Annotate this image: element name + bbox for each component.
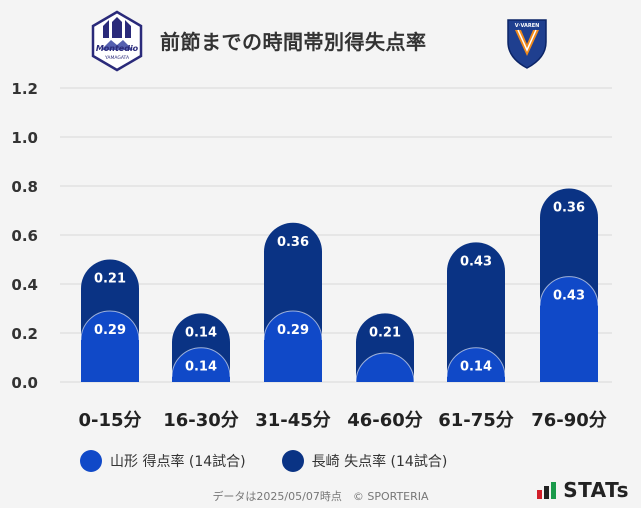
legend-item-yamagata: 山形 得点率 (14試合) xyxy=(80,450,246,472)
y-tick-label: 0.0 xyxy=(11,374,38,392)
bar-yamagata-edge xyxy=(355,352,415,383)
legend-label-yamagata: 山形 得点率 (14試合) xyxy=(110,454,246,470)
legend: 山形 得点率 (14試合) 長崎 失点率 (14試合) xyxy=(80,450,483,472)
bar-yamagata-edge xyxy=(80,310,140,340)
data-label-nagasaki: 0.14 xyxy=(185,325,217,340)
y-tick-label: 0.4 xyxy=(11,276,38,294)
v-varen-nagasaki-crest-icon: V·VAREN xyxy=(507,19,547,69)
x-tick-label: 61-75分 xyxy=(438,410,514,431)
data-label-yamagata: 0.14 xyxy=(185,360,217,375)
bar-yamagata xyxy=(540,276,598,382)
bar-yamagata-edge xyxy=(446,347,506,377)
bar-yamagata-edge xyxy=(171,347,231,377)
bar-yamagata-edge xyxy=(539,276,599,306)
svg-text:V·VAREN: V·VAREN xyxy=(515,23,540,29)
data-label-yamagata: 0.14 xyxy=(460,360,492,375)
data-label-nagasaki: 0.21 xyxy=(94,272,126,287)
bar-yamagata-edge xyxy=(263,310,323,340)
bar-yamagata xyxy=(447,347,505,382)
page-title: 前節までの時間帯別得失点率 xyxy=(160,30,427,54)
data-label-nagasaki: 0.36 xyxy=(553,200,585,215)
footer-note: データは2025/05/07時点 © SPORTERIA xyxy=(212,490,429,503)
data-label-yamagata: 0.29 xyxy=(94,323,126,338)
montedio-yamagata-crest-icon: Montedio YAMAGATA xyxy=(91,10,143,72)
legend-swatch-yamagata xyxy=(80,450,102,472)
x-tick-label: 0-15分 xyxy=(78,410,141,431)
y-tick-label: 0.8 xyxy=(11,178,38,196)
legend-swatch-nagasaki xyxy=(281,450,304,472)
y-tick-label: 1.0 xyxy=(11,129,38,147)
bar-yamagata xyxy=(81,310,139,382)
brand-text: STATs xyxy=(563,478,629,502)
x-tick-label: 46-60分 xyxy=(347,410,423,431)
data-label-yamagata: 0.29 xyxy=(277,323,309,338)
y-tick-label: 0.6 xyxy=(11,227,38,245)
legend-label-nagasaki: 長崎 失点率 (14試合) xyxy=(311,454,448,470)
x-tick-label: 16-30分 xyxy=(163,410,239,431)
x-tick-label: 76-90分 xyxy=(531,410,607,431)
bar-yamagata xyxy=(356,353,414,382)
stats-brand: STATs xyxy=(537,478,629,502)
bar-nagasaki xyxy=(447,242,505,382)
stats-logo-icon xyxy=(537,482,557,499)
y-tick-label: 1.2 xyxy=(11,80,38,98)
data-label-yamagata: 0.43 xyxy=(553,289,585,304)
data-label-nagasaki: 0.43 xyxy=(460,254,492,269)
legend-item-nagasaki: 長崎 失点率 (14試合) xyxy=(281,450,448,472)
x-tick-label: 31-45分 xyxy=(255,410,331,431)
bar-yamagata xyxy=(264,310,322,382)
data-label-nagasaki: 0.21 xyxy=(369,325,401,340)
svg-text:Montedio: Montedio xyxy=(96,44,139,53)
y-tick-label: 0.2 xyxy=(11,325,38,343)
data-label-nagasaki: 0.36 xyxy=(277,235,309,250)
svg-text:YAMAGATA: YAMAGATA xyxy=(104,55,130,61)
bar-yamagata xyxy=(172,347,230,382)
